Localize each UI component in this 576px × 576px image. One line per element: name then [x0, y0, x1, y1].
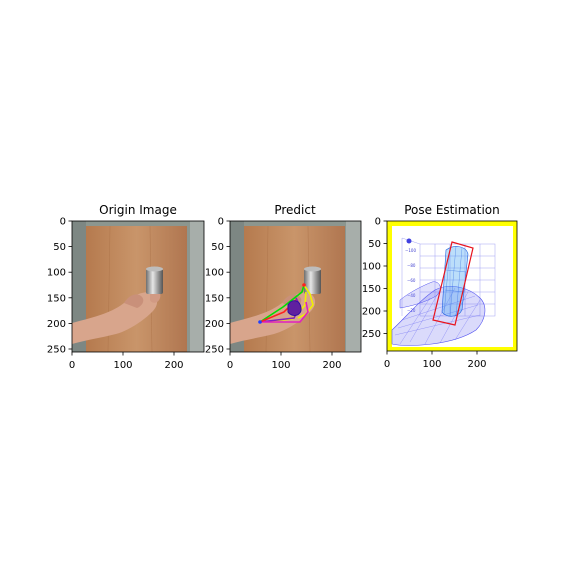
ytick-0: 0 [60, 217, 66, 228]
ytick-150: 150 [47, 293, 66, 304]
axis-ticks-predict [226, 220, 333, 356]
xtick-200: 200 [322, 360, 341, 371]
ytick-250: 250 [47, 345, 66, 356]
ytick-100: 100 [362, 262, 381, 273]
ytick-50: 50 [211, 242, 224, 253]
origin-image [72, 221, 204, 352]
predict-image [230, 221, 361, 352]
pose-render: −100 −80 −60 −40 −20 [387, 221, 517, 351]
panel-frame-pose [386, 220, 518, 352]
keypoint-skeleton [258, 283, 314, 324]
ytick-150: 150 [362, 284, 381, 295]
svg-text:−40: −40 [407, 293, 416, 298]
ytick-100: 100 [47, 268, 66, 279]
axis-ticks-pose [383, 220, 478, 355]
svg-text:−80: −80 [407, 263, 416, 268]
ytick-200: 200 [47, 319, 66, 330]
ytick-100: 100 [205, 268, 224, 279]
svg-text:−60: −60 [407, 278, 416, 283]
ytick-200: 200 [205, 319, 224, 330]
ytick-250: 250 [362, 329, 381, 340]
xtick-200: 200 [467, 359, 486, 370]
ytick-50: 50 [368, 239, 381, 250]
xtick-100: 100 [271, 360, 290, 371]
xtick-0: 0 [384, 359, 390, 370]
xtick-0: 0 [227, 360, 233, 371]
xtick-200: 200 [164, 360, 183, 371]
panel-frame-origin [71, 220, 205, 353]
xtick-100: 100 [422, 359, 441, 370]
panel-title-predict: Predict [274, 203, 316, 217]
svg-text:−100: −100 [405, 248, 416, 253]
panel-frame-predict [229, 220, 362, 353]
panel-title-origin: Origin Image [99, 203, 177, 217]
xtick-0: 0 [69, 360, 75, 371]
ytick-250: 250 [205, 345, 224, 356]
axis-ticks-origin [68, 220, 175, 356]
ytick-0: 0 [375, 217, 381, 228]
ytick-50: 50 [53, 242, 66, 253]
ytick-0: 0 [218, 217, 224, 228]
xtick-100: 100 [113, 360, 132, 371]
panel-title-pose: Pose Estimation [404, 203, 500, 217]
ytick-200: 200 [362, 307, 381, 318]
ytick-150: 150 [205, 293, 224, 304]
